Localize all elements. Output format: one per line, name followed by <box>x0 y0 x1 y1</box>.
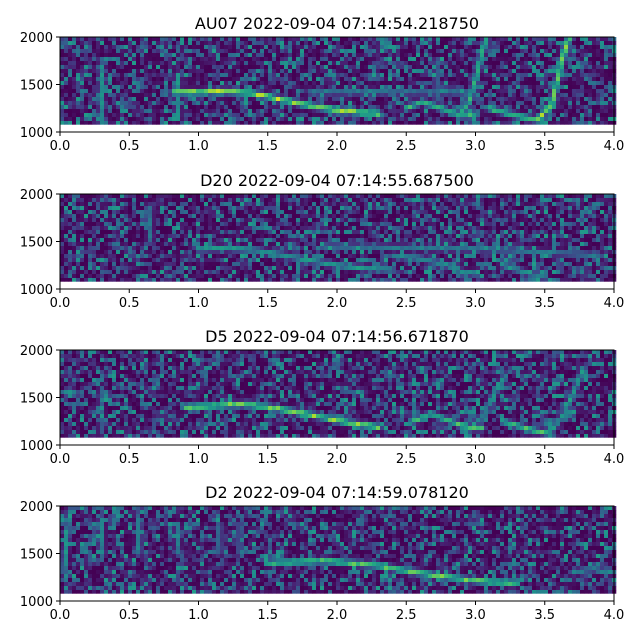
x-tick-label: 0.0 <box>50 296 71 311</box>
y-tick-label: 2000 <box>20 188 53 203</box>
spectrogram-panel-3: D5 2022-09-04 07:14:56.671870 0.0 0.5 1.0 1.… <box>20 327 624 467</box>
x-tick-label: 2.0 <box>327 139 348 154</box>
y-tick-label: 1000 <box>20 283 53 298</box>
y-tick-label: 1000 <box>20 126 53 141</box>
y-tick-label: 1500 <box>20 236 53 251</box>
x-tick-label: 0.0 <box>50 608 71 623</box>
x-tick-label: 3.5 <box>534 608 555 623</box>
x-tick-label: 2.5 <box>396 452 417 467</box>
x-tick-label: 4.0 <box>604 452 625 467</box>
x-tick-label: 3.0 <box>465 296 486 311</box>
y-tick-label: 2000 <box>20 500 53 515</box>
x-tick-label: 0.5 <box>119 296 140 311</box>
panel-title: D20 2022-09-04 07:14:55.687500 <box>200 171 474 190</box>
spectrogram-panel-2: D20 2022-09-04 07:14:55.687500 0.0 0.5 1.0 1… <box>20 171 624 311</box>
x-tick-label: 0.5 <box>119 452 140 467</box>
x-tick-label: 3.5 <box>534 139 555 154</box>
x-tick-label: 2.5 <box>396 296 417 311</box>
x-tick-label: 3.5 <box>534 296 555 311</box>
x-tick-label: 2.0 <box>327 296 348 311</box>
heatmap-cells <box>60 350 617 438</box>
panel-title: AU07 2022-09-04 07:14:54.218750 <box>195 14 479 33</box>
panel-title: D5 2022-09-04 07:14:56.671870 <box>205 327 469 346</box>
x-tick-label: 1.0 <box>188 608 209 623</box>
spectrogram-panel-4: D2 2022-09-04 07:14:59.078120 0.0 0.5 1.0 1.… <box>20 483 624 623</box>
x-tick-label: 0.0 <box>50 452 71 467</box>
x-tick-label: 2.0 <box>327 608 348 623</box>
heatmap-cells <box>60 506 617 594</box>
y-tick-label: 1500 <box>20 548 53 563</box>
x-tick-label: 3.0 <box>465 139 486 154</box>
y-tick-label: 1000 <box>20 439 53 454</box>
x-tick-label: 2.5 <box>396 139 417 154</box>
x-tick-label: 1.0 <box>188 296 209 311</box>
x-tick-label: 2.0 <box>327 452 348 467</box>
x-tick-label: 1.5 <box>257 608 278 623</box>
panel-title: D2 2022-09-04 07:14:59.078120 <box>205 483 469 502</box>
x-tick-label: 4.0 <box>604 608 625 623</box>
spectrogram-panel-1: AU07 2022-09-04 07:14:54.218750 0.0 0.5 1.0… <box>20 14 624 154</box>
heatmap-cells <box>60 37 617 125</box>
y-tick-label: 1000 <box>20 595 53 610</box>
x-tick-label: 3.0 <box>465 452 486 467</box>
x-tick-label: 2.5 <box>396 608 417 623</box>
x-tick-label: 3.5 <box>534 452 555 467</box>
heatmap-cells <box>60 194 617 282</box>
y-tick-label: 2000 <box>20 344 53 359</box>
x-tick-label: 4.0 <box>604 139 625 154</box>
x-tick-label: 1.5 <box>257 139 278 154</box>
x-tick-label: 1.5 <box>257 296 278 311</box>
x-tick-label: 0.5 <box>119 139 140 154</box>
y-tick-label: 1500 <box>20 79 53 94</box>
x-tick-label: 4.0 <box>604 296 625 311</box>
y-tick-label: 1500 <box>20 392 53 407</box>
x-tick-label: 1.5 <box>257 452 278 467</box>
x-tick-label: 0.5 <box>119 608 140 623</box>
y-tick-label: 2000 <box>20 31 53 46</box>
x-tick-label: 0.0 <box>50 139 71 154</box>
x-tick-label: 1.0 <box>188 452 209 467</box>
x-tick-label: 3.0 <box>465 608 486 623</box>
x-tick-label: 1.0 <box>188 139 209 154</box>
